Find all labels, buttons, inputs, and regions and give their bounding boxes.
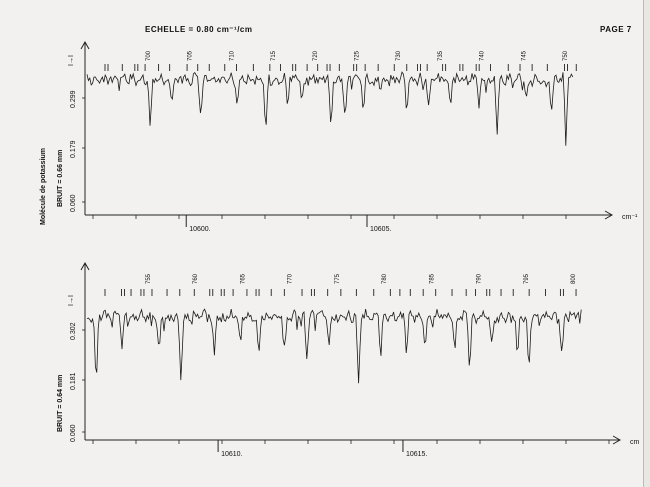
- page-number: PAGE 7: [600, 25, 632, 34]
- line-mark-label: 775: [335, 273, 341, 284]
- noise-label: BRUIT = 0.66 mm: [57, 150, 64, 207]
- line-mark-label: 760: [193, 273, 199, 284]
- chart-panel-1: [80, 40, 614, 227]
- y-tick-label: 0.302: [70, 322, 77, 340]
- line-mark-label: 745: [521, 50, 527, 61]
- x-unit-label: cm⁻¹: [622, 214, 638, 221]
- noise-label: BRUIT = 0.64 mm: [57, 375, 64, 432]
- line-mark-label: 730: [396, 50, 402, 61]
- page-edge: [643, 0, 650, 487]
- x-tick-label: 10610.: [221, 451, 242, 458]
- line-mark-label: 795: [524, 273, 530, 284]
- line-mark-label: 710: [229, 50, 235, 61]
- x-tick-label: 10605.: [370, 226, 391, 233]
- line-mark-label: 735: [438, 50, 444, 61]
- level-label: I→I: [68, 55, 75, 66]
- line-mark-label: 720: [313, 50, 319, 61]
- line-mark-label: 740: [480, 50, 486, 61]
- line-mark-label: 750: [563, 50, 569, 61]
- y-tick-label: 0.060: [70, 194, 77, 212]
- y-axis-arrow: [80, 40, 90, 50]
- spectrum-trace: [86, 71, 574, 146]
- line-mark-label: 765: [240, 273, 246, 284]
- line-mark-label: 800: [571, 273, 577, 284]
- chart-panel-2: [80, 261, 622, 452]
- y-axis-label: Molécule de potassium: [40, 148, 47, 225]
- line-mark-label: 700: [146, 50, 152, 61]
- scale-label: ECHELLE = 0.80 cm⁻¹/cm: [145, 25, 253, 34]
- x-axis-arrow: [612, 435, 622, 445]
- y-tick-label: 0.299: [70, 90, 77, 108]
- x-axis-arrow: [604, 210, 614, 220]
- x-tick-label: 10615.: [406, 451, 427, 458]
- y-tick-label: 0.179: [70, 140, 77, 158]
- y-tick-label: 0.181: [70, 372, 77, 390]
- line-mark-label: 705: [188, 50, 194, 61]
- line-mark-label: 725: [355, 50, 361, 61]
- line-mark-label: 715: [271, 50, 277, 61]
- level-label: I→I: [68, 295, 75, 306]
- line-mark-label: 755: [146, 273, 152, 284]
- x-tick-label: 10600.: [189, 226, 210, 233]
- spectrum-trace: [86, 308, 582, 384]
- line-mark-label: 785: [429, 273, 435, 284]
- line-mark-label: 780: [382, 273, 388, 284]
- y-axis-arrow: [80, 261, 90, 271]
- line-mark-label: 790: [477, 273, 483, 284]
- line-mark-label: 770: [288, 273, 294, 284]
- x-unit-label: cm: [630, 439, 640, 446]
- y-tick-label: 0.060: [70, 424, 77, 442]
